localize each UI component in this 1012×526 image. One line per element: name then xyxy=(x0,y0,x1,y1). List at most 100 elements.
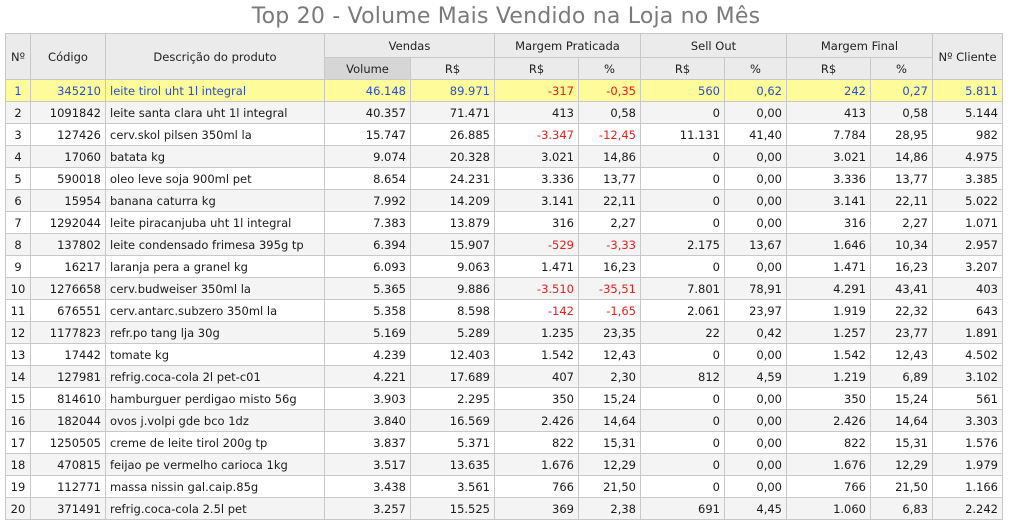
cell-vendas-rs: 17.689 xyxy=(410,365,495,388)
col-header-sell-out-rs[interactable]: R$ xyxy=(640,57,725,80)
cell-margem-praticada-rs: 3.021 xyxy=(494,145,579,168)
cell-n-cliente: 3.303 xyxy=(932,409,1003,432)
cell-volume: 3.837 xyxy=(324,431,411,454)
cell-sell-out-pct: 23,97 xyxy=(724,299,787,322)
cell-codigo: 112771 xyxy=(30,475,106,498)
cell-vendas-rs: 14.209 xyxy=(410,189,495,212)
col-header-margem-final-pct[interactable]: % xyxy=(870,57,933,80)
cell-n-cliente: 4.502 xyxy=(932,343,1003,366)
cell-n-cliente: 1.576 xyxy=(932,431,1003,454)
cell-vendas-rs: 24.231 xyxy=(410,167,495,190)
col-header-sell-out-pct[interactable]: % xyxy=(724,57,787,80)
cell-n-cliente: 5.144 xyxy=(932,101,1003,124)
table-row[interactable]: 13 17442 tomate kg 4.239 12.403 1.542 12,43 0 0,… xyxy=(5,343,1003,366)
cell-num: 8 xyxy=(5,233,31,256)
cell-num: 13 xyxy=(5,343,31,366)
cell-descricao: leite piracanjuba uht 1l integral xyxy=(105,211,325,234)
table-row[interactable]: 4 17060 batata kg 9.074 20.328 3.021 14,86 0 0,0… xyxy=(5,145,1003,168)
cell-margem-final-pct: 43,41 xyxy=(870,277,933,300)
cell-descricao: refrig.coca-cola 2l pet-c01 xyxy=(105,365,325,388)
cell-num: 7 xyxy=(5,211,31,234)
cell-margem-praticada-rs: 2.426 xyxy=(494,409,579,432)
cell-codigo: 814610 xyxy=(30,387,106,410)
table-row[interactable]: 15 814610 hamburguer perdigao misto 56g 3.9… xyxy=(5,387,1003,410)
table-row[interactable]: 8 137802 leite condensado frimesa 395g tp 6… xyxy=(5,233,1003,256)
cell-n-cliente: 5.022 xyxy=(932,189,1003,212)
col-header-n-cliente[interactable]: Nº Cliente xyxy=(932,33,1003,80)
cell-margem-final-pct: 12,29 xyxy=(870,453,933,476)
table-row[interactable]: 14 127981 refrig.coca-cola 2l pet-c01 4.221… xyxy=(5,365,1003,388)
cell-margem-final-rs: 242 xyxy=(786,79,871,102)
cell-sell-out-pct: 0,42 xyxy=(724,321,787,344)
col-header-volume[interactable]: Volume xyxy=(324,57,411,80)
table-row[interactable]: 10 1276658 cerv.budweiser 350ml la 5.365 9.8… xyxy=(5,277,1003,300)
cell-vendas-rs: 5.371 xyxy=(410,431,495,454)
table-row[interactable]: 16 182044 ovos j.volpi gde bco 1dz 3.840 16.… xyxy=(5,409,1003,432)
cell-sell-out-rs: 0 xyxy=(640,409,725,432)
table-row[interactable]: 9 16217 laranja pera a granel kg 6.093 9.063… xyxy=(5,255,1003,278)
cell-margem-praticada-pct: 14,86 xyxy=(578,145,641,168)
cell-margem-final-pct: 10,34 xyxy=(870,233,933,256)
cell-sell-out-rs: 7.801 xyxy=(640,277,725,300)
cell-vendas-rs: 13.635 xyxy=(410,453,495,476)
cell-sell-out-rs: 0 xyxy=(640,145,725,168)
cell-n-cliente: 3.207 xyxy=(932,255,1003,278)
cell-vendas-rs: 71.471 xyxy=(410,101,495,124)
table-row[interactable]: 11 676551 cerv.antarc.subzero 350ml la 5.35… xyxy=(5,299,1003,322)
cell-margem-final-rs: 1.919 xyxy=(786,299,871,322)
cell-num: 19 xyxy=(5,475,31,498)
cell-volume: 7.992 xyxy=(324,189,411,212)
cell-margem-praticada-rs: 413 xyxy=(494,101,579,124)
table-row[interactable]: 5 590018 oleo leve soja 900ml pet 8.654 24.2… xyxy=(5,167,1003,190)
cell-num: 17 xyxy=(5,431,31,454)
col-header-margem-praticada-pct[interactable]: % xyxy=(578,57,641,80)
table-row[interactable]: 6 15954 banana caturra kg 7.992 14.209 3.141 2… xyxy=(5,189,1003,212)
top20-table: Nº Código Descrição do produto Vendas Ma… xyxy=(5,33,1003,520)
cell-descricao: creme de leite tirol 200g tp xyxy=(105,431,325,454)
col-header-margem-praticada-rs[interactable]: R$ xyxy=(494,57,579,80)
cell-codigo: 676551 xyxy=(30,299,106,322)
cell-vendas-rs: 20.328 xyxy=(410,145,495,168)
cell-num: 18 xyxy=(5,453,31,476)
cell-vendas-rs: 13.879 xyxy=(410,211,495,234)
table-row[interactable]: 19 112771 massa nissin gal.caip.85g 3.438 3.… xyxy=(5,475,1003,498)
cell-volume: 5.365 xyxy=(324,277,411,300)
cell-margem-final-rs: 1.646 xyxy=(786,233,871,256)
cell-margem-final-pct: 2,27 xyxy=(870,211,933,234)
col-header-num[interactable]: Nº xyxy=(5,33,31,80)
table-row[interactable]: 18 470815 feijao pe vermelho carioca 1kg 3.… xyxy=(5,453,1003,476)
cell-volume: 46.148 xyxy=(324,79,411,102)
cell-num: 16 xyxy=(5,409,31,432)
cell-margem-praticada-pct: 2,30 xyxy=(578,365,641,388)
cell-volume: 9.074 xyxy=(324,145,411,168)
col-header-descricao[interactable]: Descrição do produto xyxy=(105,33,325,80)
cell-margem-final-pct: 14,86 xyxy=(870,145,933,168)
table-row[interactable]: 1 345210 leite tirol uht 1l integral 46.148… xyxy=(5,79,1003,102)
col-header-margem-final-rs[interactable]: R$ xyxy=(786,57,871,80)
cell-margem-praticada-pct: 12,29 xyxy=(578,453,641,476)
cell-margem-final-pct: 6,89 xyxy=(870,365,933,388)
table-row[interactable]: 2 1091842 leite santa clara uht 1l integra… xyxy=(5,101,1003,124)
table-row[interactable]: 17 1250505 creme de leite tirol 200g tp 3.8… xyxy=(5,431,1003,454)
cell-margem-praticada-rs: 350 xyxy=(494,387,579,410)
cell-margem-praticada-rs: 407 xyxy=(494,365,579,388)
table-row[interactable]: 12 1177823 refr.po tang lja 30g 5.169 5.289 1… xyxy=(5,321,1003,344)
cell-margem-final-pct: 23,77 xyxy=(870,321,933,344)
cell-margem-praticada-pct: 14,64 xyxy=(578,409,641,432)
cell-sell-out-pct: 0,00 xyxy=(724,475,787,498)
cell-vendas-rs: 15.907 xyxy=(410,233,495,256)
col-header-codigo[interactable]: Código xyxy=(30,33,106,80)
cell-margem-final-pct: 15,24 xyxy=(870,387,933,410)
cell-margem-final-rs: 1.257 xyxy=(786,321,871,344)
table-row[interactable]: 20 371491 refrig.coca-cola 2.5l pet 3.257 15… xyxy=(5,497,1003,520)
col-header-vendas-rs[interactable]: R$ xyxy=(410,57,495,80)
cell-vendas-rs: 2.295 xyxy=(410,387,495,410)
cell-vendas-rs: 5.289 xyxy=(410,321,495,344)
cell-vendas-rs: 8.598 xyxy=(410,299,495,322)
table-row[interactable]: 7 1292044 leite piracanjuba uht 1l integra… xyxy=(5,211,1003,234)
table-row[interactable]: 3 127426 cerv.skol pilsen 350ml la 15.747 26… xyxy=(5,123,1003,146)
cell-descricao: cerv.skol pilsen 350ml la xyxy=(105,123,325,146)
cell-codigo: 1292044 xyxy=(30,211,106,234)
cell-sell-out-rs: 0 xyxy=(640,189,725,212)
cell-margem-final-rs: 3.336 xyxy=(786,167,871,190)
